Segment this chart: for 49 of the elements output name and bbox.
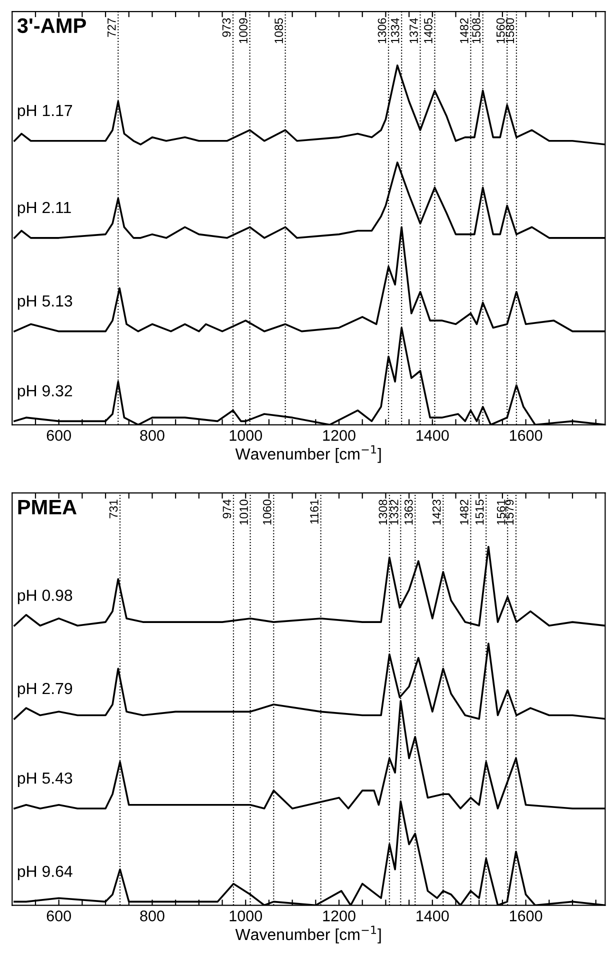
ref-line-label: 1334 <box>390 18 400 44</box>
ref-line-label: 1482 <box>460 18 468 44</box>
x-axis-title: Wavenumber [cm$^{−1}$] <box>235 445 381 463</box>
ref-line-label: 1482 <box>460 500 468 525</box>
series-label: pH 1.17 <box>18 105 72 120</box>
ref-line-label: 727 <box>107 18 116 37</box>
ref-line-label: 1579 <box>505 500 514 525</box>
ref-line-label: 1085 <box>274 18 283 44</box>
ref-line-label: 1308 <box>378 500 388 525</box>
series-label: pH 2.11 <box>18 202 71 216</box>
ref-line-label: 1560 <box>496 18 505 44</box>
x-tick-label: 1400 <box>416 430 449 441</box>
series-label: pH 2.79 <box>18 682 72 698</box>
ref-line-label: 1561 <box>496 500 506 525</box>
series-label: pH 5.43 <box>18 772 72 787</box>
series-label: pH 9.64 <box>18 866 72 880</box>
ref-line-label: 1405 <box>424 18 432 44</box>
x-tick-label: 800 <box>140 430 164 441</box>
chart-title: PMEA <box>18 500 77 514</box>
x-tick-label: 1200 <box>323 430 356 441</box>
x-tick-label: 800 <box>140 910 164 922</box>
ref-line-label: 1009 <box>239 18 248 44</box>
x-axis-title: Wavenumber [cm$^{−1}$] <box>235 926 381 944</box>
x-tick-label: 600 <box>46 910 71 922</box>
ref-line-label: 1332 <box>390 500 398 525</box>
ref-line-label: 1306 <box>378 18 386 44</box>
ref-line-label: 1515 <box>476 500 484 525</box>
ref-line-label: 1060 <box>262 500 272 525</box>
chart-title: 3'-AMP <box>17 18 86 34</box>
ref-line-label: 973 <box>222 18 231 37</box>
ref-line-label: 731 <box>109 500 118 518</box>
x-tick-label: 1200 <box>323 910 356 922</box>
ref-line-label: 1010 <box>240 500 248 525</box>
ref-line-label: 1363 <box>404 500 413 525</box>
x-tick-label: 1000 <box>230 430 262 441</box>
ref-line-label: 1580 <box>506 18 514 44</box>
ref-line-label: 1161 <box>310 500 318 524</box>
x-tick-label: 1600 <box>510 910 542 922</box>
ref-line-label: 1508 <box>472 18 480 44</box>
ref-line-label: 1423 <box>432 500 441 525</box>
x-tick-label: 1000 <box>230 910 262 922</box>
x-tick-label: 1600 <box>510 430 542 441</box>
ref-line-label: 974 <box>222 500 232 518</box>
x-tick-label: 600 <box>46 430 71 441</box>
ref-line-label: 1374 <box>410 18 418 44</box>
x-tick-label: 1400 <box>416 910 449 922</box>
series-label: pH 5.13 <box>18 295 72 310</box>
series-label: pH 0.98 <box>18 590 72 604</box>
series-label: pH 9.32 <box>18 385 72 400</box>
